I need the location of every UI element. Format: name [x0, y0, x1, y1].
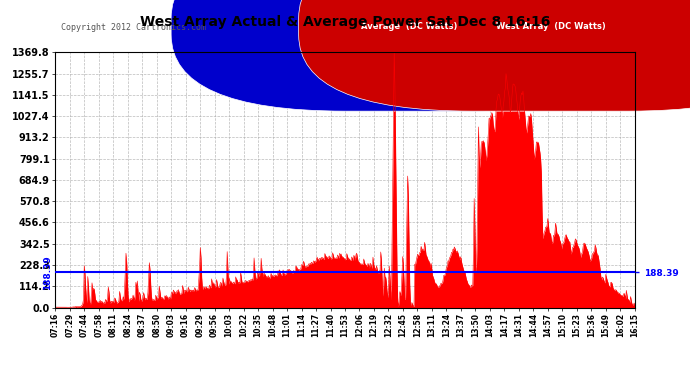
FancyBboxPatch shape [171, 0, 647, 111]
Text: 188.39: 188.39 [43, 255, 52, 290]
Text: Copyright 2012 Cartronics.com: Copyright 2012 Cartronics.com [61, 23, 206, 32]
FancyBboxPatch shape [299, 0, 690, 111]
Text: Average  (DC Watts): Average (DC Watts) [361, 22, 457, 31]
Text: West Array  (DC Watts): West Array (DC Watts) [496, 22, 606, 31]
Text: West Array Actual & Average Power Sat Dec 8 16:16: West Array Actual & Average Power Sat De… [140, 15, 550, 29]
